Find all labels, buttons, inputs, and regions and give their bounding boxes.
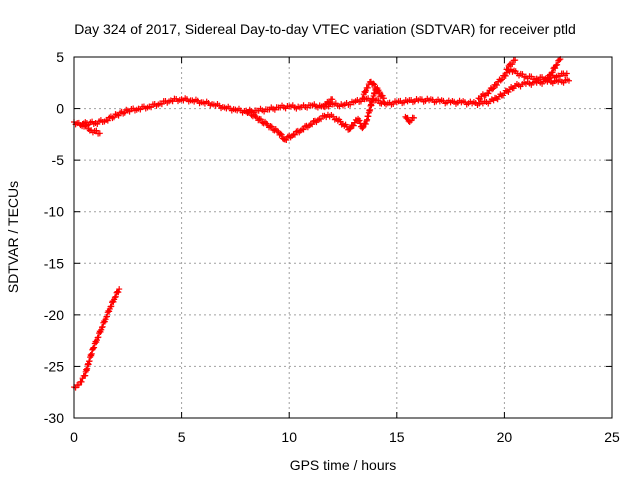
data-point [99, 323, 106, 330]
y-tick-label: -5 [52, 152, 65, 168]
data-point [505, 88, 512, 95]
data-point [257, 116, 264, 123]
data-point [371, 81, 378, 88]
data-point [404, 114, 411, 121]
data-point [75, 382, 82, 389]
y-tick-label: -30 [44, 410, 64, 426]
data-point [360, 124, 367, 131]
x-axis-label: GPS time / hours [290, 457, 397, 473]
data-point [350, 122, 357, 129]
data-point [300, 126, 307, 133]
data-point [293, 128, 300, 135]
data-point [498, 76, 505, 83]
data-point [78, 378, 85, 385]
data-point [95, 334, 102, 341]
x-tick-labels: 0 5 10 15 20 25 [70, 429, 620, 445]
y-tick-labels: 5 0 -5 -10 -15 -20 -25 -30 [44, 49, 64, 426]
data-point [267, 122, 274, 129]
data-point [370, 80, 377, 87]
data-point [318, 116, 325, 123]
data-point [103, 313, 110, 320]
data-point [110, 114, 117, 121]
data-point [504, 66, 511, 73]
data-point [494, 96, 501, 103]
data-point [565, 77, 572, 84]
data-points [71, 56, 572, 391]
data-point [359, 125, 366, 132]
axis-ticks [73, 56, 613, 419]
data-point [291, 131, 298, 138]
y-tick-label: -20 [44, 307, 64, 323]
x-tick-label: 25 [604, 429, 620, 445]
data-point [512, 57, 519, 64]
x-tick-label: 20 [497, 429, 513, 445]
data-point [278, 131, 285, 138]
data-point [329, 96, 336, 103]
data-point [489, 86, 496, 93]
data-point [347, 125, 354, 132]
data-point [497, 91, 504, 98]
data-point [547, 72, 554, 79]
data-point [411, 114, 418, 121]
data-point [255, 117, 262, 124]
data-point [360, 95, 367, 102]
data-point [259, 119, 266, 126]
data-point [490, 85, 497, 92]
x-tick-label: 5 [178, 429, 186, 445]
x-tick-label: 10 [281, 429, 297, 445]
data-point [364, 84, 371, 91]
data-point [563, 70, 570, 77]
y-tick-label: -15 [44, 255, 64, 271]
data-point [96, 130, 103, 137]
data-point [494, 82, 501, 89]
data-point [309, 121, 316, 128]
data-point [356, 117, 363, 124]
grid-lines [74, 57, 612, 418]
plot-frame [73, 56, 613, 419]
data-point [362, 120, 369, 127]
data-point [497, 77, 504, 84]
y-axis-label: SDTVAR / TECUs [5, 181, 21, 293]
data-point [83, 122, 90, 129]
y-tick-label: -10 [44, 204, 64, 220]
data-point [509, 61, 516, 68]
data-point [380, 95, 387, 102]
y-tick-label: 0 [56, 101, 64, 117]
data-point [502, 72, 509, 79]
y-tick-label: -25 [44, 358, 64, 374]
data-point [519, 71, 526, 78]
data-point [508, 84, 515, 91]
data-point [545, 76, 552, 83]
data-point [549, 69, 556, 76]
x-tick-label: 15 [389, 429, 405, 445]
data-point [283, 136, 290, 143]
data-point [556, 56, 563, 63]
data-point [244, 110, 251, 117]
data-point [485, 90, 492, 97]
data-point [346, 126, 353, 133]
y-tick-label: 5 [56, 49, 64, 65]
data-point [326, 99, 333, 106]
data-point [104, 117, 111, 124]
data-point [277, 130, 284, 137]
data-point [91, 344, 98, 351]
data-point [247, 109, 254, 116]
data-point [554, 61, 561, 68]
data-point [268, 123, 275, 130]
data-point [552, 65, 559, 72]
data-point [116, 286, 123, 293]
data-point [115, 289, 122, 296]
chart-title: Day 324 of 2017, Sidereal Day-to-day VTE… [74, 21, 576, 37]
data-point [321, 104, 328, 111]
data-point [112, 293, 119, 300]
data-point [108, 303, 115, 310]
x-tick-label: 0 [70, 429, 78, 445]
data-point [376, 89, 383, 96]
